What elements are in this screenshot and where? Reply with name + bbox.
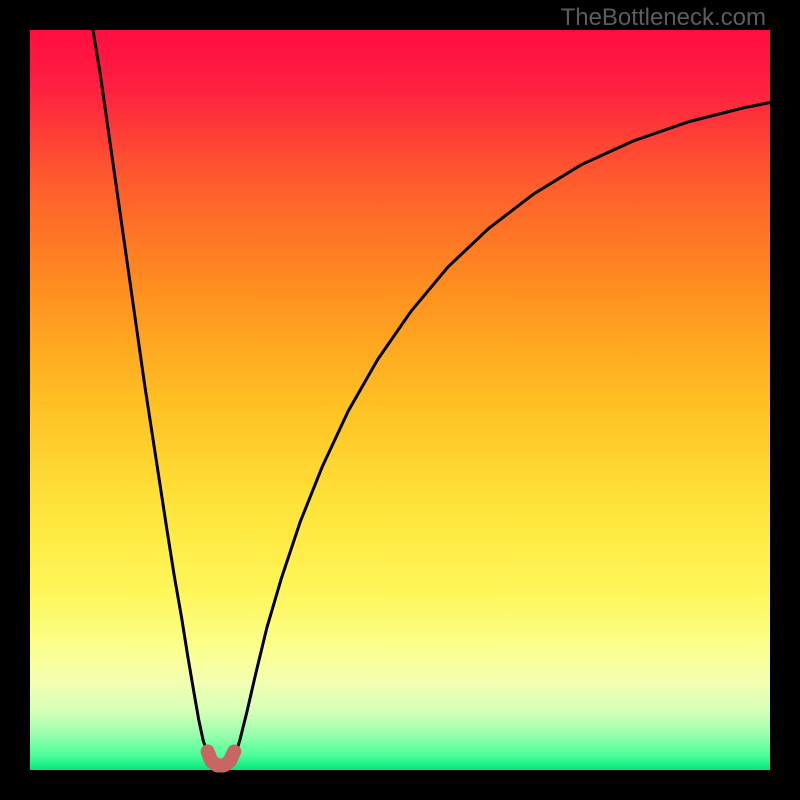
trough-marker: [208, 752, 235, 766]
chart-stage: TheBottleneck.com: [0, 0, 800, 800]
right-antenna-curve: [236, 103, 770, 754]
left-antenna-curve: [93, 30, 208, 754]
curves-layer: [30, 30, 770, 770]
watermark-text: TheBottleneck.com: [561, 4, 766, 32]
plot-area: [30, 30, 770, 770]
